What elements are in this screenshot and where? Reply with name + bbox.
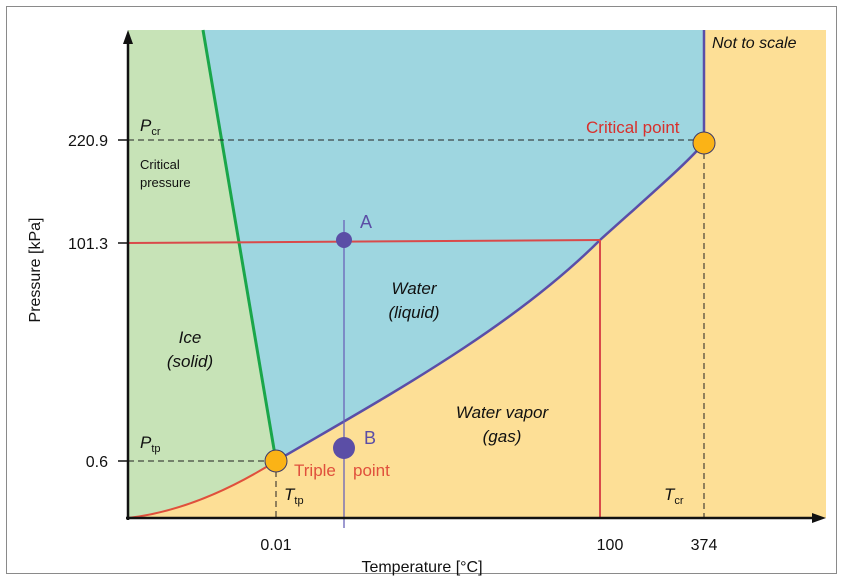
p-cr-label: Pcr	[140, 116, 161, 138]
y-tick-label-220: 220.9	[68, 133, 108, 150]
melting-curve	[201, 29, 278, 462]
y-tick-label-101: 101.3	[68, 236, 108, 253]
water-label: Water	[391, 279, 437, 298]
isobar-line	[127, 239, 601, 244]
point-b-label: B	[364, 428, 376, 448]
ice-region	[128, 30, 276, 518]
triple-point-label-1: Triple	[294, 461, 336, 480]
point-b-marker	[333, 437, 355, 459]
triple-point-label-2: point	[353, 461, 390, 480]
t-cr-label: Tcr	[664, 485, 684, 507]
vaporization-curve	[275, 30, 706, 463]
y-axis-arrow	[123, 30, 133, 44]
x-axis-arrow	[812, 513, 826, 523]
critical-point-label: Critical point	[586, 118, 680, 137]
x-tick-label-374: 374	[691, 537, 718, 554]
ice-sub-label: (solid)	[167, 352, 213, 371]
y-axis-label: Pressure [kPa]	[27, 218, 44, 323]
ice-label: Ice	[179, 328, 202, 347]
not-to-scale-note: Not to scale	[712, 35, 797, 52]
x-tick-label-0-01: 0.01	[260, 537, 291, 554]
triple-point-marker	[264, 449, 288, 473]
critical-point-marker	[692, 131, 716, 155]
x-tick-label-100: 100	[597, 537, 624, 554]
figure-frame	[6, 6, 837, 574]
vapor-label: Water vapor	[456, 403, 550, 422]
vapor-sub-label: (gas)	[483, 427, 522, 446]
x-axis-label: Temperature [°C]	[361, 559, 482, 576]
critical-pressure-line2: pressure	[140, 175, 191, 190]
point-a-marker	[336, 232, 352, 248]
water-sub-label: (liquid)	[388, 303, 439, 322]
t-tp-label: Ttp	[284, 485, 304, 507]
point-a-label: A	[360, 212, 372, 232]
critical-pressure-line1: Critical	[140, 157, 180, 172]
y-tick-label-0-6: 0.6	[86, 454, 108, 471]
vapor-region	[128, 30, 826, 518]
water-region	[203, 30, 704, 461]
sublimation-curve	[127, 460, 277, 519]
p-tp-label: Ptp	[140, 433, 161, 455]
